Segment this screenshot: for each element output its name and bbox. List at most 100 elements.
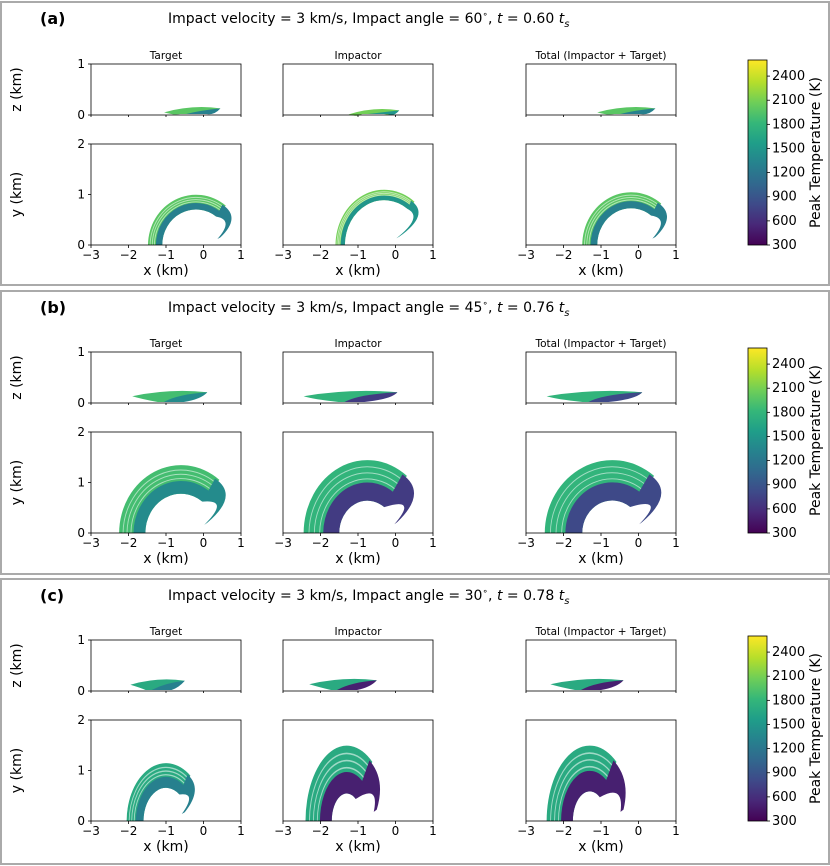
y-tick-label: 2 [77,425,85,439]
y-axis-frame [282,143,434,246]
plume-streak [122,469,222,534]
x-tick-label: −1 [349,248,367,262]
y-tick-label: 1 [77,188,85,202]
plume-streak [554,759,615,822]
x-tick-label: −2 [120,824,138,838]
x-tick-label: −3 [82,824,100,838]
x-tick-label: −2 [555,536,573,550]
x-tick-label: −1 [157,536,175,550]
plume-tail [396,200,419,239]
subplot-impactor: Impactor −3 −2 −1 0 1 x (km) [274,338,437,567]
colorbar-tick-label: 2100 [772,381,805,396]
plume-streak [312,759,371,822]
plume-side-body [348,109,400,116]
title-ts-sub: s [564,19,569,30]
plume-streak [308,466,409,534]
panel-label: (c) [40,586,64,605]
plume-streak [131,770,191,822]
title-ts-sub: s [564,596,569,607]
plume-streak [586,197,663,246]
plume-side-core [337,680,377,690]
colorbar-tick-label: 600 [772,790,797,805]
y-axis-label: y (km) [9,748,25,793]
x-tick-label: −2 [312,824,330,838]
plume-tail [384,474,415,525]
colorbar-tick-label: 900 [772,766,797,781]
x-tick-label: −3 [274,536,292,550]
plume-tail [179,774,195,815]
x-tick-label: −1 [349,824,367,838]
x-tick-label: −2 [120,536,138,550]
y-tick-label: 1 [77,764,85,778]
x-tick-label: 1 [237,824,245,838]
x-axis-label: x (km) [335,551,380,567]
title-time: = 0.60 [502,11,558,27]
colorbar-tick-label: 300 [772,526,797,541]
subplot-total: Total (Impactor + Target) −3 −2 −1 0 1 x (km) [517,50,680,279]
panel-b: (b) Impact velocity = 3 km/s, Impact angl… [0,290,830,575]
plume-top-view [305,745,381,822]
colorbar-tick-label: 900 [772,478,797,493]
plume-streak [133,774,189,822]
title-sep: , [488,588,497,604]
colorbar-tick-label: 600 [772,502,797,517]
plume-top-view [126,763,195,822]
colorbar-gradient [747,59,768,246]
plume-streak [130,478,217,534]
plume-side-core [344,392,398,402]
z-axis-label: z (km) [9,643,25,687]
colorbar-gradient [747,635,768,822]
colorbar-tick-label: 1200 [772,454,805,469]
z-axis-frame [90,63,242,116]
y-tick-label: 0 [77,238,85,252]
plume-arc-inner [561,770,608,821]
x-axis-label: x (km) [143,551,188,567]
plume-streak [153,201,226,246]
x-tick-label: −3 [82,248,100,262]
plume-side-core [588,392,643,402]
colorbar-tick-label: 1500 [772,141,805,156]
plume-streak [308,752,374,822]
colorbar-tick-label: 2100 [772,93,805,108]
colorbar-tick-label: 1800 [772,693,805,708]
x-tick-label: 0 [392,248,400,262]
x-axis-label: x (km) [335,839,380,855]
y-axis-label: y (km) [9,172,25,217]
x-tick-label: −1 [157,248,175,262]
panel-title: Impact velocity = 3 km/s, Impact angle =… [168,10,569,30]
z-axis-label: z (km) [9,67,25,111]
y-axis-label: y (km) [9,460,25,505]
colorbar-label: Peak Temperature (K) [808,365,824,516]
title-ts: t [559,11,565,27]
x-tick-label: 0 [200,824,208,838]
plume-streak [584,194,664,246]
column-title: Total (Impactor + Target) [534,338,666,350]
plume-arc-inner [590,201,657,245]
colorbar-tick-label: 600 [772,214,797,229]
y-tick-label: 2 [77,713,85,727]
x-tick-label: 1 [672,248,680,262]
panel-label: (b) [40,298,66,317]
plume-streak [588,199,661,246]
plume-top-view [544,460,662,534]
title-ts: t [559,300,565,316]
plume-top-view [546,745,626,822]
column-title: Impactor [334,50,382,62]
panel-frame [0,1,830,286]
x-tick-label: −1 [592,824,610,838]
title-text: Impact velocity = 3 km/s, Impact angle =… [168,11,482,27]
plume-streak [561,478,649,534]
plume-streak [128,766,193,822]
panel-a: (a) Impact velocity = 3 km/s, Impact angl… [0,1,830,286]
x-tick-label: 1 [429,824,437,838]
colorbar-gradient [747,347,768,534]
x-axis-label: x (km) [143,839,188,855]
y-tick-label: 0 [77,814,85,828]
title-t: t [497,300,503,316]
plume-arc-inner [135,776,185,821]
plume-streak [339,194,416,246]
title-time: = 0.76 [502,300,558,316]
y-tick-label: 2 [77,137,85,151]
x-tick-label: −1 [592,248,610,262]
panel-frame [0,290,830,575]
